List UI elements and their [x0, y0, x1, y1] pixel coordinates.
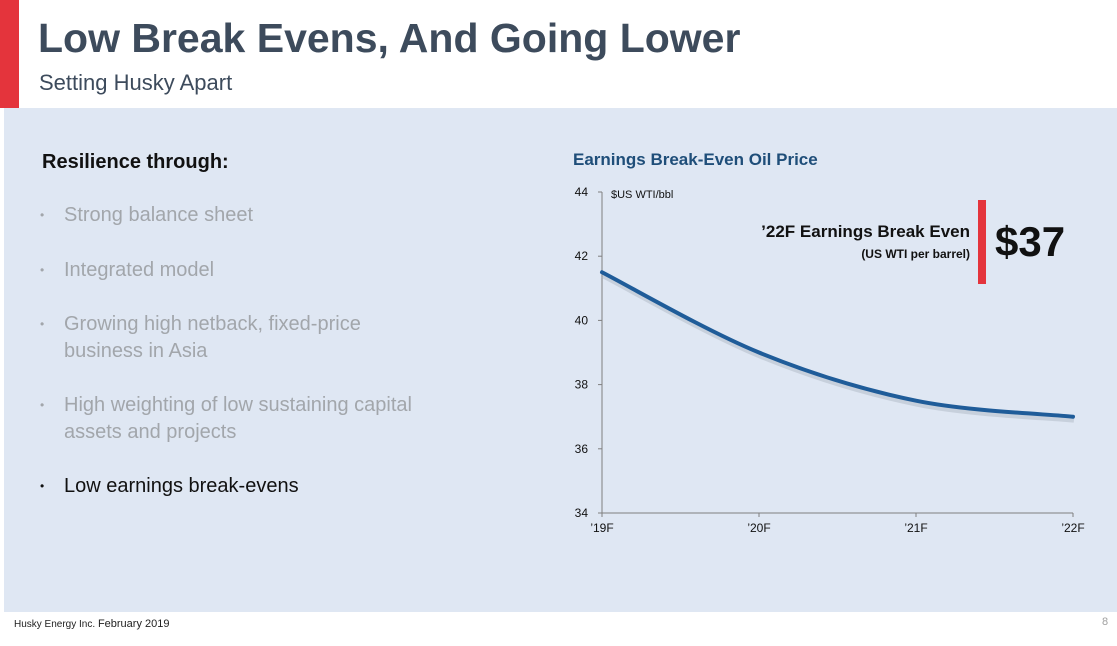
y-tick-label: 34: [575, 506, 589, 520]
bullet-text: Strong balance sheet: [64, 204, 254, 226]
x-tick-label: ’22F: [1061, 521, 1084, 535]
bullet-icon: •: [40, 398, 45, 412]
bullet-icon: •: [40, 263, 45, 277]
callout-sublabel: (US WTI per barrel): [861, 247, 970, 261]
x-tick-label: ’21F: [904, 521, 927, 535]
slide-header: Low Break Evens, And Going Lower Setting…: [0, 0, 1117, 108]
bullet-icon: •: [40, 317, 45, 331]
footer-company: Husky Energy Inc.: [14, 619, 96, 630]
slide-footer: [0, 612, 1117, 646]
y-tick-label: 40: [575, 313, 589, 327]
slide-subtitle: Setting Husky Apart: [39, 70, 233, 95]
header-accent-bar: [0, 0, 19, 108]
callout-accent-bar: [978, 200, 986, 284]
bullet-text: Growing high netback, fixed-price busine…: [64, 313, 361, 362]
bullet-text: Low earnings break-evens: [64, 475, 299, 497]
footer-date: February 2019: [97, 618, 170, 630]
chart-title: Earnings Break-Even Oil Price: [573, 150, 818, 169]
y-tick-label: 38: [575, 378, 589, 392]
callout-value: $37: [995, 218, 1066, 265]
slide-title: Low Break Evens, And Going Lower: [38, 15, 741, 61]
callout-label: ’22F Earnings Break Even: [761, 222, 970, 241]
footer-text: Husky Energy Inc. February 2019: [14, 618, 169, 630]
break-even-chart: 34 36 38 40 42 44 ’19F ’20F ’21F ’22F $US WTI/bbl: [575, 185, 1085, 535]
page-number: 8: [1102, 616, 1109, 628]
bullet-icon: •: [40, 479, 45, 493]
x-tick-label: ’20F: [747, 521, 770, 535]
series-line: [600, 270, 1075, 419]
content-panel: [4, 108, 1117, 612]
bullet-text: High weighting of low sustaining capital…: [64, 394, 412, 443]
y-tick-label: 36: [575, 442, 589, 456]
bullet-icon: •: [40, 208, 45, 222]
y-tick-label: 44: [575, 185, 589, 199]
series-line-shadow: [601, 272, 1075, 423]
y-axis-unit-label: $US WTI/bbl: [611, 189, 673, 201]
resilience-heading: Resilience through:: [42, 151, 229, 173]
x-tick-label: ’19F: [590, 521, 613, 535]
bullet-text: Integrated model: [64, 259, 215, 281]
y-tick-label: 42: [575, 249, 589, 263]
